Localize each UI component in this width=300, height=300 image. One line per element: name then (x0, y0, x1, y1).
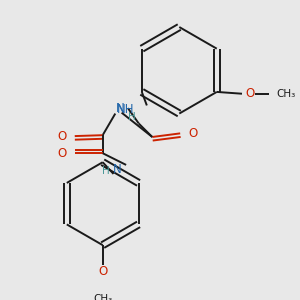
Text: O: O (57, 130, 67, 142)
Text: O: O (98, 265, 107, 278)
Text: N: N (116, 102, 125, 115)
Text: CH₃: CH₃ (93, 294, 112, 300)
Text: CH₃: CH₃ (276, 89, 296, 99)
Text: O: O (57, 147, 67, 160)
Text: O: O (188, 127, 197, 140)
Text: O: O (246, 87, 255, 100)
Text: H: H (128, 112, 135, 122)
Text: H: H (102, 166, 110, 176)
Text: NH: NH (117, 103, 134, 116)
Text: N: N (113, 163, 122, 176)
